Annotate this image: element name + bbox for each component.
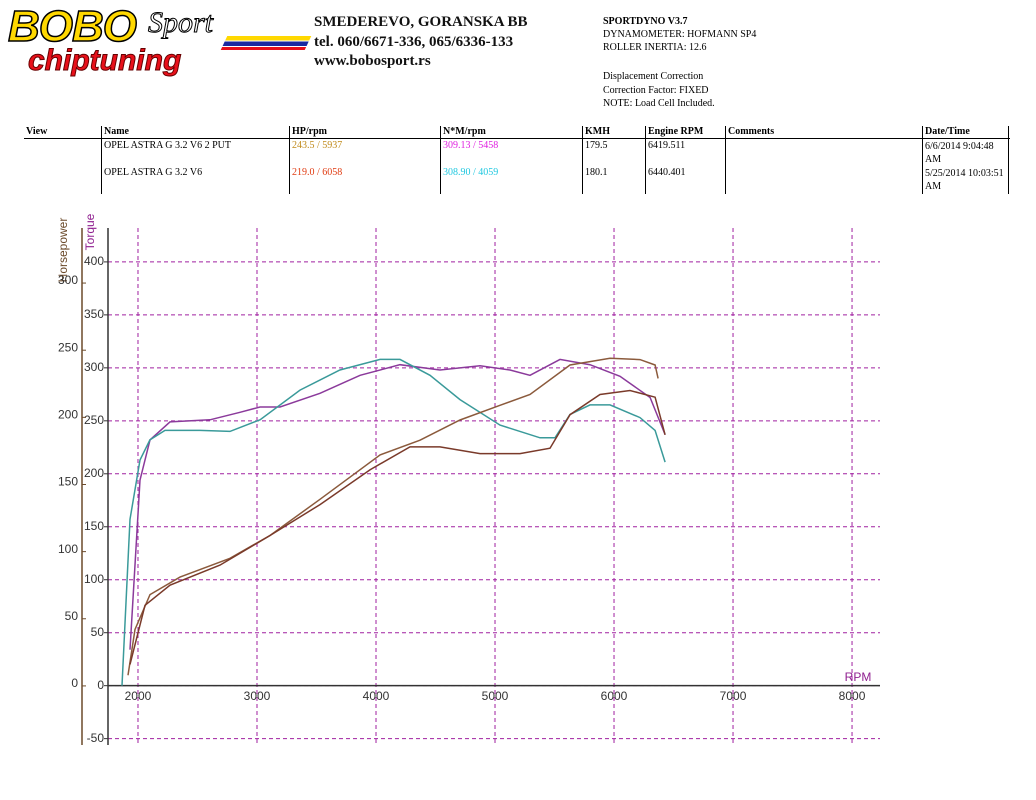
y2-tick-label: 300 <box>84 360 104 374</box>
dyno-info: Correction Factor: FIXED <box>603 85 709 96</box>
column-separator <box>101 126 102 194</box>
table-cell: 243.5 / 5937 <box>292 140 343 151</box>
column-header: View <box>26 126 48 137</box>
y2-tick-label: 50 <box>91 625 105 639</box>
address: tel. 060/6671-336, 065/6336-133 <box>314 34 514 50</box>
y2-tick-label: 350 <box>84 307 104 321</box>
table-cell: 309.13 / 5458 <box>443 140 499 151</box>
logo-stripes <box>220 36 312 50</box>
address: www.bobosport.rs <box>314 53 431 69</box>
y-tick-label: 300 <box>58 273 78 287</box>
hp-axis-title: Horsepower <box>56 218 70 283</box>
logo: Sport <box>147 6 214 40</box>
column-separator <box>725 126 726 194</box>
column-separator <box>1008 126 1009 194</box>
table-cell: 219.0 / 6058 <box>292 167 343 178</box>
column-separator <box>289 126 290 194</box>
dyno-info: NOTE: Load Cell Included. <box>603 98 715 109</box>
y2-tick-label: 150 <box>84 519 104 533</box>
y2-tick-label: -50 <box>87 731 105 745</box>
table-cell: 6/6/2014 9:04:48 AM <box>925 141 994 165</box>
table-rule <box>24 138 1010 139</box>
series-line <box>127 357 659 676</box>
x-tick-label: 3000 <box>244 689 271 703</box>
logo: BOBO <box>7 1 138 52</box>
series-line <box>121 358 666 686</box>
table-cell: OPEL ASTRA G 3.2 V6 2 PUT <box>104 140 231 151</box>
y2-tick-label: 100 <box>84 572 104 586</box>
column-separator <box>582 126 583 194</box>
y2-tick-label: 250 <box>84 413 104 427</box>
column-header: Comments <box>728 126 775 137</box>
dyno-info: SPORTDYNO V3.7 <box>603 16 688 27</box>
table-cell: 6440.401 <box>648 167 686 178</box>
table-cell: 308.90 / 4059 <box>443 167 499 178</box>
column-header: Date/Time <box>925 126 970 137</box>
y-tick-label: 100 <box>58 542 78 556</box>
y-tick-label: 150 <box>58 475 78 489</box>
y-tick-label: 250 <box>58 340 78 354</box>
table-cell: 179.5 <box>585 140 608 151</box>
column-separator <box>440 126 441 194</box>
address: SMEDEREVO, GORANSKA BB <box>314 14 528 30</box>
x-tick-label: 2000 <box>125 689 152 703</box>
table-cell: OPEL ASTRA G 3.2 V6 <box>104 167 203 178</box>
column-header: N*M/rpm <box>443 126 486 137</box>
series-line <box>129 358 666 650</box>
x-tick-label: 4000 <box>363 689 390 703</box>
y2-tick-label: 200 <box>84 466 104 480</box>
torque-axis-title: Torque <box>83 213 97 250</box>
y-tick-label: 200 <box>58 408 78 422</box>
table-cell: 5/25/2014 10:03:51 AM <box>925 168 1004 192</box>
x-tick-label: 8000 <box>839 689 866 703</box>
dyno-info: DYNAMOMETER: HOFMANN SP4 <box>603 29 757 40</box>
y2-tick-label: 400 <box>84 254 104 268</box>
logo: chiptuning <box>27 44 182 78</box>
y2-tick-label: 0 <box>97 678 104 692</box>
column-header: Engine RPM <box>648 126 704 137</box>
y-tick-label: 50 <box>65 609 79 623</box>
column-header: HP/rpm <box>292 126 327 137</box>
column-separator <box>645 126 646 194</box>
x-tick-label: 7000 <box>720 689 747 703</box>
y-tick-label: 0 <box>71 676 78 690</box>
column-header: Name <box>104 126 129 137</box>
column-separator <box>922 126 923 194</box>
x-axis-title: RPM <box>845 670 872 684</box>
table-cell: 180.1 <box>585 167 608 178</box>
dyno-info: ROLLER INERTIA: 12.6 <box>603 42 707 53</box>
dyno-info: Displacement Correction <box>603 71 704 82</box>
column-header: KMH <box>585 126 610 137</box>
x-tick-label: 5000 <box>482 689 509 703</box>
series-line <box>129 389 666 665</box>
x-tick-label: 6000 <box>601 689 628 703</box>
table-cell: 6419.511 <box>648 140 686 151</box>
